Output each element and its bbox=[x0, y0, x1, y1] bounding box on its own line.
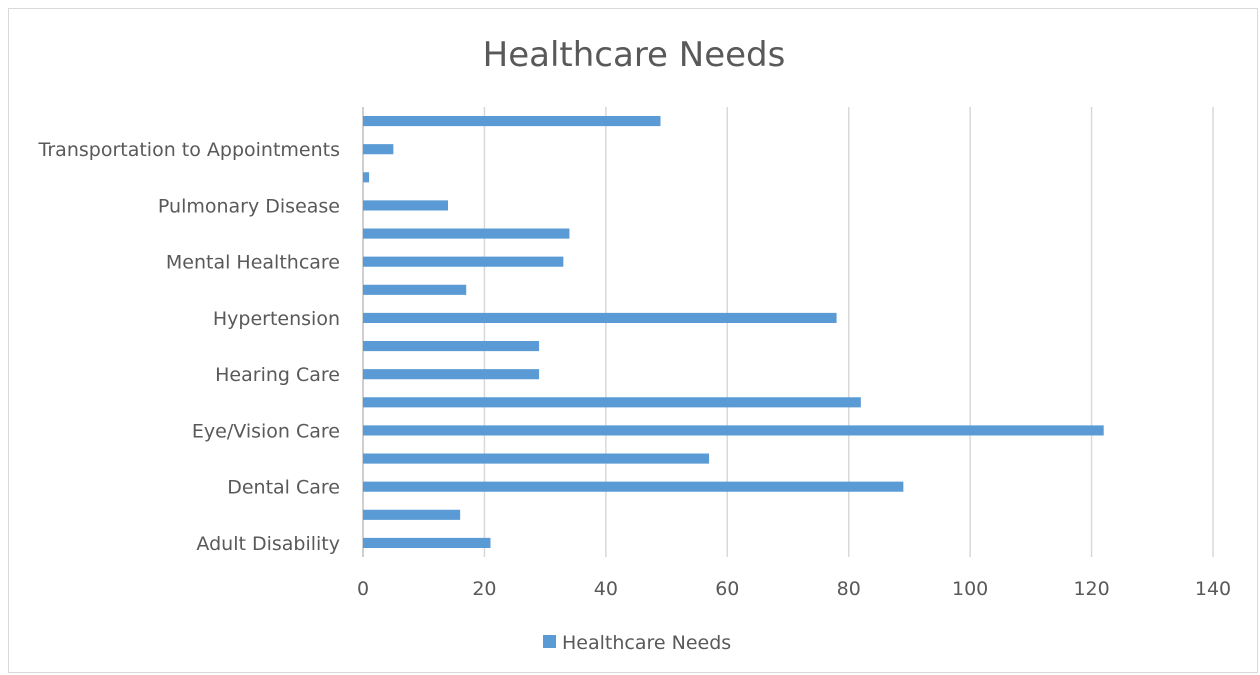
bar bbox=[363, 228, 570, 239]
x-tick-labels: 0 20 40 60 80 100 120 140 bbox=[357, 578, 1231, 600]
category-label: Hypertension bbox=[213, 308, 340, 330]
bar bbox=[363, 200, 448, 211]
x-tick-label: 140 bbox=[1195, 578, 1231, 600]
bar bbox=[363, 425, 1104, 436]
bar bbox=[363, 397, 861, 408]
legend-label: Healthcare Needs bbox=[562, 632, 731, 654]
x-tick-label: 60 bbox=[715, 578, 739, 600]
x-tick-label: 120 bbox=[1073, 578, 1109, 600]
bar bbox=[363, 172, 370, 183]
bar bbox=[363, 341, 540, 352]
bar bbox=[363, 116, 661, 127]
bar bbox=[363, 256, 564, 267]
chart-title: Healthcare Needs bbox=[483, 35, 786, 75]
category-label: Eye/Vision Care bbox=[192, 420, 340, 442]
category-label: Hearing Care bbox=[215, 364, 340, 386]
bar bbox=[363, 509, 461, 520]
x-tick-label: 20 bbox=[472, 578, 496, 600]
x-tick-label: 100 bbox=[952, 578, 988, 600]
category-label: Dental Care bbox=[227, 477, 340, 499]
bar bbox=[363, 453, 710, 464]
category-label: Adult Disability bbox=[196, 533, 340, 555]
x-tick-label: 40 bbox=[594, 578, 618, 600]
category-label: Pulmonary Disease bbox=[158, 195, 340, 217]
legend: Healthcare Needs bbox=[543, 632, 731, 654]
x-tick-label: 0 bbox=[357, 578, 369, 600]
bar bbox=[363, 144, 394, 155]
category-labels: Adult Disability Dental Care Eye/Vision Ca… bbox=[38, 139, 340, 555]
category-label: Mental Healthcare bbox=[166, 252, 340, 274]
bars bbox=[363, 116, 1104, 548]
x-tick-label: 80 bbox=[837, 578, 861, 600]
legend-swatch bbox=[543, 635, 556, 648]
bar bbox=[363, 369, 540, 380]
bar bbox=[363, 537, 491, 548]
bar bbox=[363, 312, 837, 323]
bar bbox=[363, 481, 904, 492]
category-label: Transportation to Appointments bbox=[38, 139, 340, 161]
bar bbox=[363, 284, 467, 295]
